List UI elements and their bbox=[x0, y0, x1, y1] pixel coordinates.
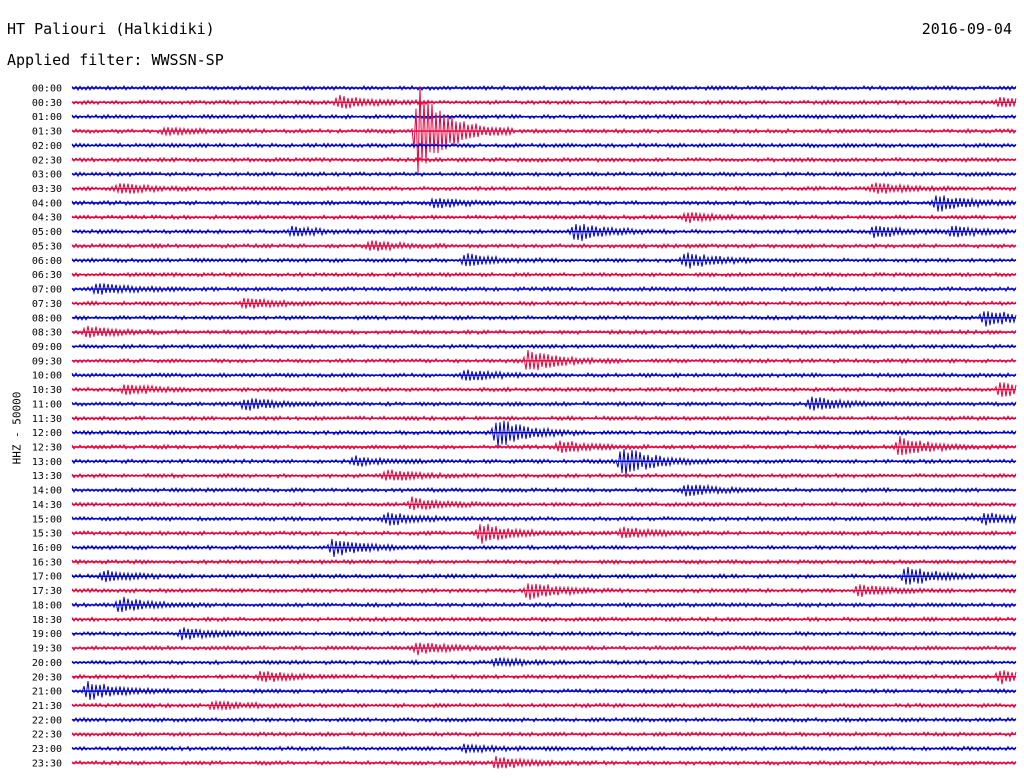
row-time-labels: 00:00 00:30 01:00 01:30 02:00 02:30 03:00 03:30… bbox=[32, 84, 62, 770]
row-time-label: 17:00 bbox=[32, 572, 62, 583]
trace-row bbox=[71, 642, 1017, 656]
trace-row bbox=[71, 449, 1017, 476]
row-time-label: 06:30 bbox=[32, 270, 62, 281]
row-time-label: 03:30 bbox=[32, 184, 62, 195]
row-time-label: 15:30 bbox=[32, 529, 62, 540]
row-time-label: 04:30 bbox=[32, 213, 62, 224]
row-time-label: 15:00 bbox=[32, 514, 62, 525]
row-time-label: 14:00 bbox=[32, 486, 62, 497]
row-time-label: 03:00 bbox=[32, 170, 62, 181]
row-time-label: 08:00 bbox=[32, 313, 62, 324]
row-time-label: 13:00 bbox=[32, 457, 62, 468]
filter-label: Applied filter: WWSSN-SP bbox=[7, 51, 224, 69]
row-time-label: 19:00 bbox=[32, 629, 62, 640]
row-time-label: 08:30 bbox=[32, 328, 62, 339]
row-time-label: 13:30 bbox=[32, 471, 62, 482]
trace-row bbox=[71, 350, 1017, 371]
row-time-label: 17:30 bbox=[32, 586, 62, 597]
row-time-label: 00:30 bbox=[32, 98, 62, 109]
row-time-label: 20:30 bbox=[32, 672, 62, 683]
row-time-label: 16:00 bbox=[32, 543, 62, 554]
row-time-label: 01:00 bbox=[32, 112, 62, 123]
row-time-label: 21:00 bbox=[32, 687, 62, 698]
row-time-label: 05:00 bbox=[32, 227, 62, 238]
trace-row bbox=[71, 311, 1017, 327]
row-time-label: 09:30 bbox=[32, 356, 62, 367]
row-time-label: 18:00 bbox=[32, 600, 62, 611]
row-time-label: 06:00 bbox=[32, 256, 62, 267]
row-time-label: 00:00 bbox=[32, 84, 62, 95]
row-time-label: 10:30 bbox=[32, 385, 62, 396]
station-title: HT Paliouri (Halkidiki) bbox=[7, 20, 215, 38]
row-time-label: 04:00 bbox=[32, 198, 62, 209]
row-time-label: 11:00 bbox=[32, 399, 62, 410]
trace-group bbox=[71, 84, 1017, 769]
record-date: 2016-09-04 bbox=[921, 20, 1012, 38]
row-time-label: 07:00 bbox=[32, 285, 62, 296]
trace-row bbox=[71, 420, 1017, 448]
row-time-label: 01:30 bbox=[32, 127, 62, 138]
row-time-label: 14:30 bbox=[32, 500, 62, 511]
row-time-label: 12:00 bbox=[32, 428, 62, 439]
row-time-label: 22:00 bbox=[32, 715, 62, 726]
row-time-label: 11:30 bbox=[32, 414, 62, 425]
row-time-label: 07:30 bbox=[32, 299, 62, 310]
trace-row bbox=[71, 223, 1017, 242]
trace-row bbox=[71, 496, 1017, 511]
row-time-label: 19:30 bbox=[32, 644, 62, 655]
row-time-label: 09:00 bbox=[32, 342, 62, 353]
row-time-label: 20:00 bbox=[32, 658, 62, 669]
row-time-label: 02:30 bbox=[32, 155, 62, 166]
row-time-label: 21:30 bbox=[32, 701, 62, 712]
trace-row bbox=[71, 583, 1017, 600]
row-time-label: 16:30 bbox=[32, 557, 62, 568]
row-time-label: 18:30 bbox=[32, 615, 62, 626]
row-time-label: 22:30 bbox=[32, 730, 62, 741]
row-time-label: 12:30 bbox=[32, 443, 62, 454]
row-time-label: 02:00 bbox=[32, 141, 62, 152]
trace-row bbox=[71, 523, 1017, 544]
trace-row bbox=[71, 435, 1017, 456]
row-time-label: 05:30 bbox=[32, 241, 62, 252]
row-time-label: 23:30 bbox=[32, 758, 62, 769]
row-time-label: 10:00 bbox=[32, 371, 62, 382]
row-time-label: 23:00 bbox=[32, 744, 62, 755]
